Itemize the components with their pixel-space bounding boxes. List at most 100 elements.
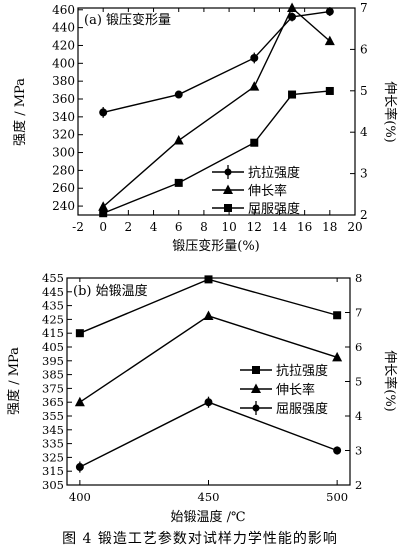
panel-a-data-point xyxy=(249,81,260,91)
panel-b-y-left-tick-label: 305 xyxy=(42,478,64,492)
panel-b-x-tick-label: 450 xyxy=(198,490,220,504)
panel-b-y-right-tick-label: 5 xyxy=(355,375,362,389)
panel-a-y-left-tick-label: 440 xyxy=(52,21,75,35)
panel-b-y-right-tick-label: 8 xyxy=(355,271,362,285)
panel-a-y-left-tick-label: 400 xyxy=(52,56,75,70)
panel-a-data-point xyxy=(324,35,335,46)
panel-b-y-left-tick-label: 415 xyxy=(42,326,64,340)
panel-b-y-right-tick-label: 6 xyxy=(355,340,362,354)
panel-b-data-point xyxy=(333,446,342,455)
panel-a-data-point xyxy=(98,201,109,211)
panel-a-legend-label: 抗拉强度 xyxy=(248,165,300,181)
panel-a-y-left-tick-label: 460 xyxy=(52,3,75,17)
panel-a-y-right-tick-label: 2 xyxy=(360,208,368,222)
panel-a-x-tick-label: 2 xyxy=(125,220,133,234)
panel-a-y-right-label: 伸长率(%) xyxy=(382,81,398,143)
panel-b-y-left-tick-label: 455 xyxy=(42,271,64,285)
panel-b-y-left-tick-label: 395 xyxy=(42,354,64,368)
panel-a-legend-marker xyxy=(224,204,232,212)
panel-a-data-point xyxy=(325,7,334,16)
panel-b-x-axis-label: 始锻温度 /℃ xyxy=(170,509,245,525)
panel-a-x-tick-label: 4 xyxy=(150,220,158,234)
panel-a-data-point xyxy=(288,90,297,99)
panel-a-data-point xyxy=(288,12,297,21)
figure-caption: 图 4 锻造工艺参数对试样力学性能的影响 xyxy=(62,531,338,547)
panel-b-y-right-tick-label: 7 xyxy=(355,306,362,320)
panel-a-series-line xyxy=(102,90,330,214)
panel-a-x-tick-label: -2 xyxy=(72,220,84,234)
panel-a-data-point xyxy=(174,178,183,187)
panel-a-y-left-tick-label: 340 xyxy=(52,110,75,124)
panel-b-y-left-tick-label: 405 xyxy=(42,340,64,354)
panel-a-y-left-tick-label: 240 xyxy=(52,199,75,213)
panel-b-y-right-tick-label: 2 xyxy=(355,478,362,492)
panel-a-data-point xyxy=(250,138,259,147)
panel-a-legend-label: 伸长率 xyxy=(248,183,287,199)
panel-b-label: (b) 始锻温度 xyxy=(73,283,148,299)
panel-b-y-left-tick-label: 315 xyxy=(42,464,64,478)
panel-a-x-tick-label: 18 xyxy=(322,220,337,234)
panel-b-y-right-tick-label: 4 xyxy=(355,409,362,423)
panel-a-y-left-tick-label: 420 xyxy=(52,38,75,52)
panel-b-y-left-tick-label: 365 xyxy=(42,395,64,409)
panel-a-y-right-tick-label: 5 xyxy=(360,84,368,98)
panel-b-legend-marker xyxy=(252,366,260,374)
panel-a-y-right-tick-label: 4 xyxy=(360,125,368,139)
panel-a-legend-marker xyxy=(223,184,233,194)
panel-b-legend-marker xyxy=(251,383,261,393)
panel-b-y-left-tick-label: 445 xyxy=(42,285,64,299)
panel-b-data-point xyxy=(75,463,84,472)
panel-a-x-tick-label: 14 xyxy=(272,220,288,234)
panel-a-x-tick-label: 0 xyxy=(99,220,107,234)
panel-b-y-left-label: 强度 / MPa xyxy=(6,347,22,415)
panel-a-legend-label: 屈服强度 xyxy=(248,201,300,217)
panel-a-x-tick-label: 10 xyxy=(221,220,236,234)
panel-a-y-left-tick-label: 320 xyxy=(52,128,75,142)
panel-a-y-right-tick-label: 6 xyxy=(360,42,368,56)
panel-b-data-point xyxy=(203,310,214,320)
panel-b-data-point xyxy=(332,351,343,362)
panel-a-data-point xyxy=(287,2,298,12)
panel-a-data-point xyxy=(99,209,108,218)
panel-b-y-left-tick-label: 375 xyxy=(42,381,64,395)
panel-a-y-left-tick-label: 380 xyxy=(52,74,75,88)
panel-a-x-tick-label: 16 xyxy=(297,220,312,234)
panel-b-y-left-tick-label: 425 xyxy=(42,312,64,326)
panel-b-x-tick-label: 500 xyxy=(326,490,348,504)
panel-a-x-axis-label: 锻压变形量(%) xyxy=(172,238,260,254)
panel-a-y-left-tick-label: 300 xyxy=(52,146,75,160)
panel-b-data-point xyxy=(204,398,213,407)
panel-a-x-tick-label: 20 xyxy=(347,220,362,234)
panel-b-x-tick-label: 400 xyxy=(69,490,91,504)
panel-a-data-point xyxy=(174,90,183,99)
panel-b-y-right-tick-label: 3 xyxy=(355,444,362,458)
panel-a-data-point xyxy=(173,134,184,145)
panel-b-data-point xyxy=(204,275,213,284)
panel-b-data-point xyxy=(333,311,342,320)
panel-b-y-left-tick-label: 335 xyxy=(42,437,64,451)
panel-a-y-left-tick-label: 280 xyxy=(52,163,75,177)
panel-a-data-point xyxy=(99,108,108,117)
panel-b-y-left-tick-label: 385 xyxy=(42,368,64,382)
panel-a-y-left-label: 强度 / MPa xyxy=(12,78,28,146)
panel-a-chart: -2 0 2 4 6 8 10 12 14 16 18 20 240 260 280 300 320 340 360… xyxy=(12,1,398,254)
panel-b-y-right-label: 伸长率(%) xyxy=(382,350,398,412)
panel-b-data-point xyxy=(75,329,84,338)
panel-a-data-point xyxy=(325,86,334,95)
panel-a-y-left-tick-label: 260 xyxy=(52,181,75,195)
panel-a-x-tick-label: 6 xyxy=(175,220,183,234)
panel-b-frame xyxy=(66,277,351,486)
panel-a-x-tick-label: 8 xyxy=(200,220,208,234)
panel-b-y-left-tick-label: 325 xyxy=(42,450,64,464)
panel-b-legend-label: 抗拉强度 xyxy=(276,363,328,379)
panel-a-data-point xyxy=(250,53,259,62)
panel-a-label: (a) 锻压变形量 xyxy=(84,12,171,28)
panel-a-y-right-tick-label: 3 xyxy=(360,167,368,181)
figure: -2 0 2 4 6 8 10 12 14 16 18 20 240 260 280 300 320 340 360… xyxy=(6,1,398,525)
panel-b-y-left-tick-label: 345 xyxy=(42,423,64,437)
panel-b-legend-label: 伸长率 xyxy=(276,382,315,398)
panel-a-y-left-tick-label: 360 xyxy=(52,92,75,106)
panel-a-frame xyxy=(77,7,356,216)
panel-a-x-tick-label: 12 xyxy=(247,220,262,234)
panel-b-legend-label: 屈服强度 xyxy=(276,401,328,417)
